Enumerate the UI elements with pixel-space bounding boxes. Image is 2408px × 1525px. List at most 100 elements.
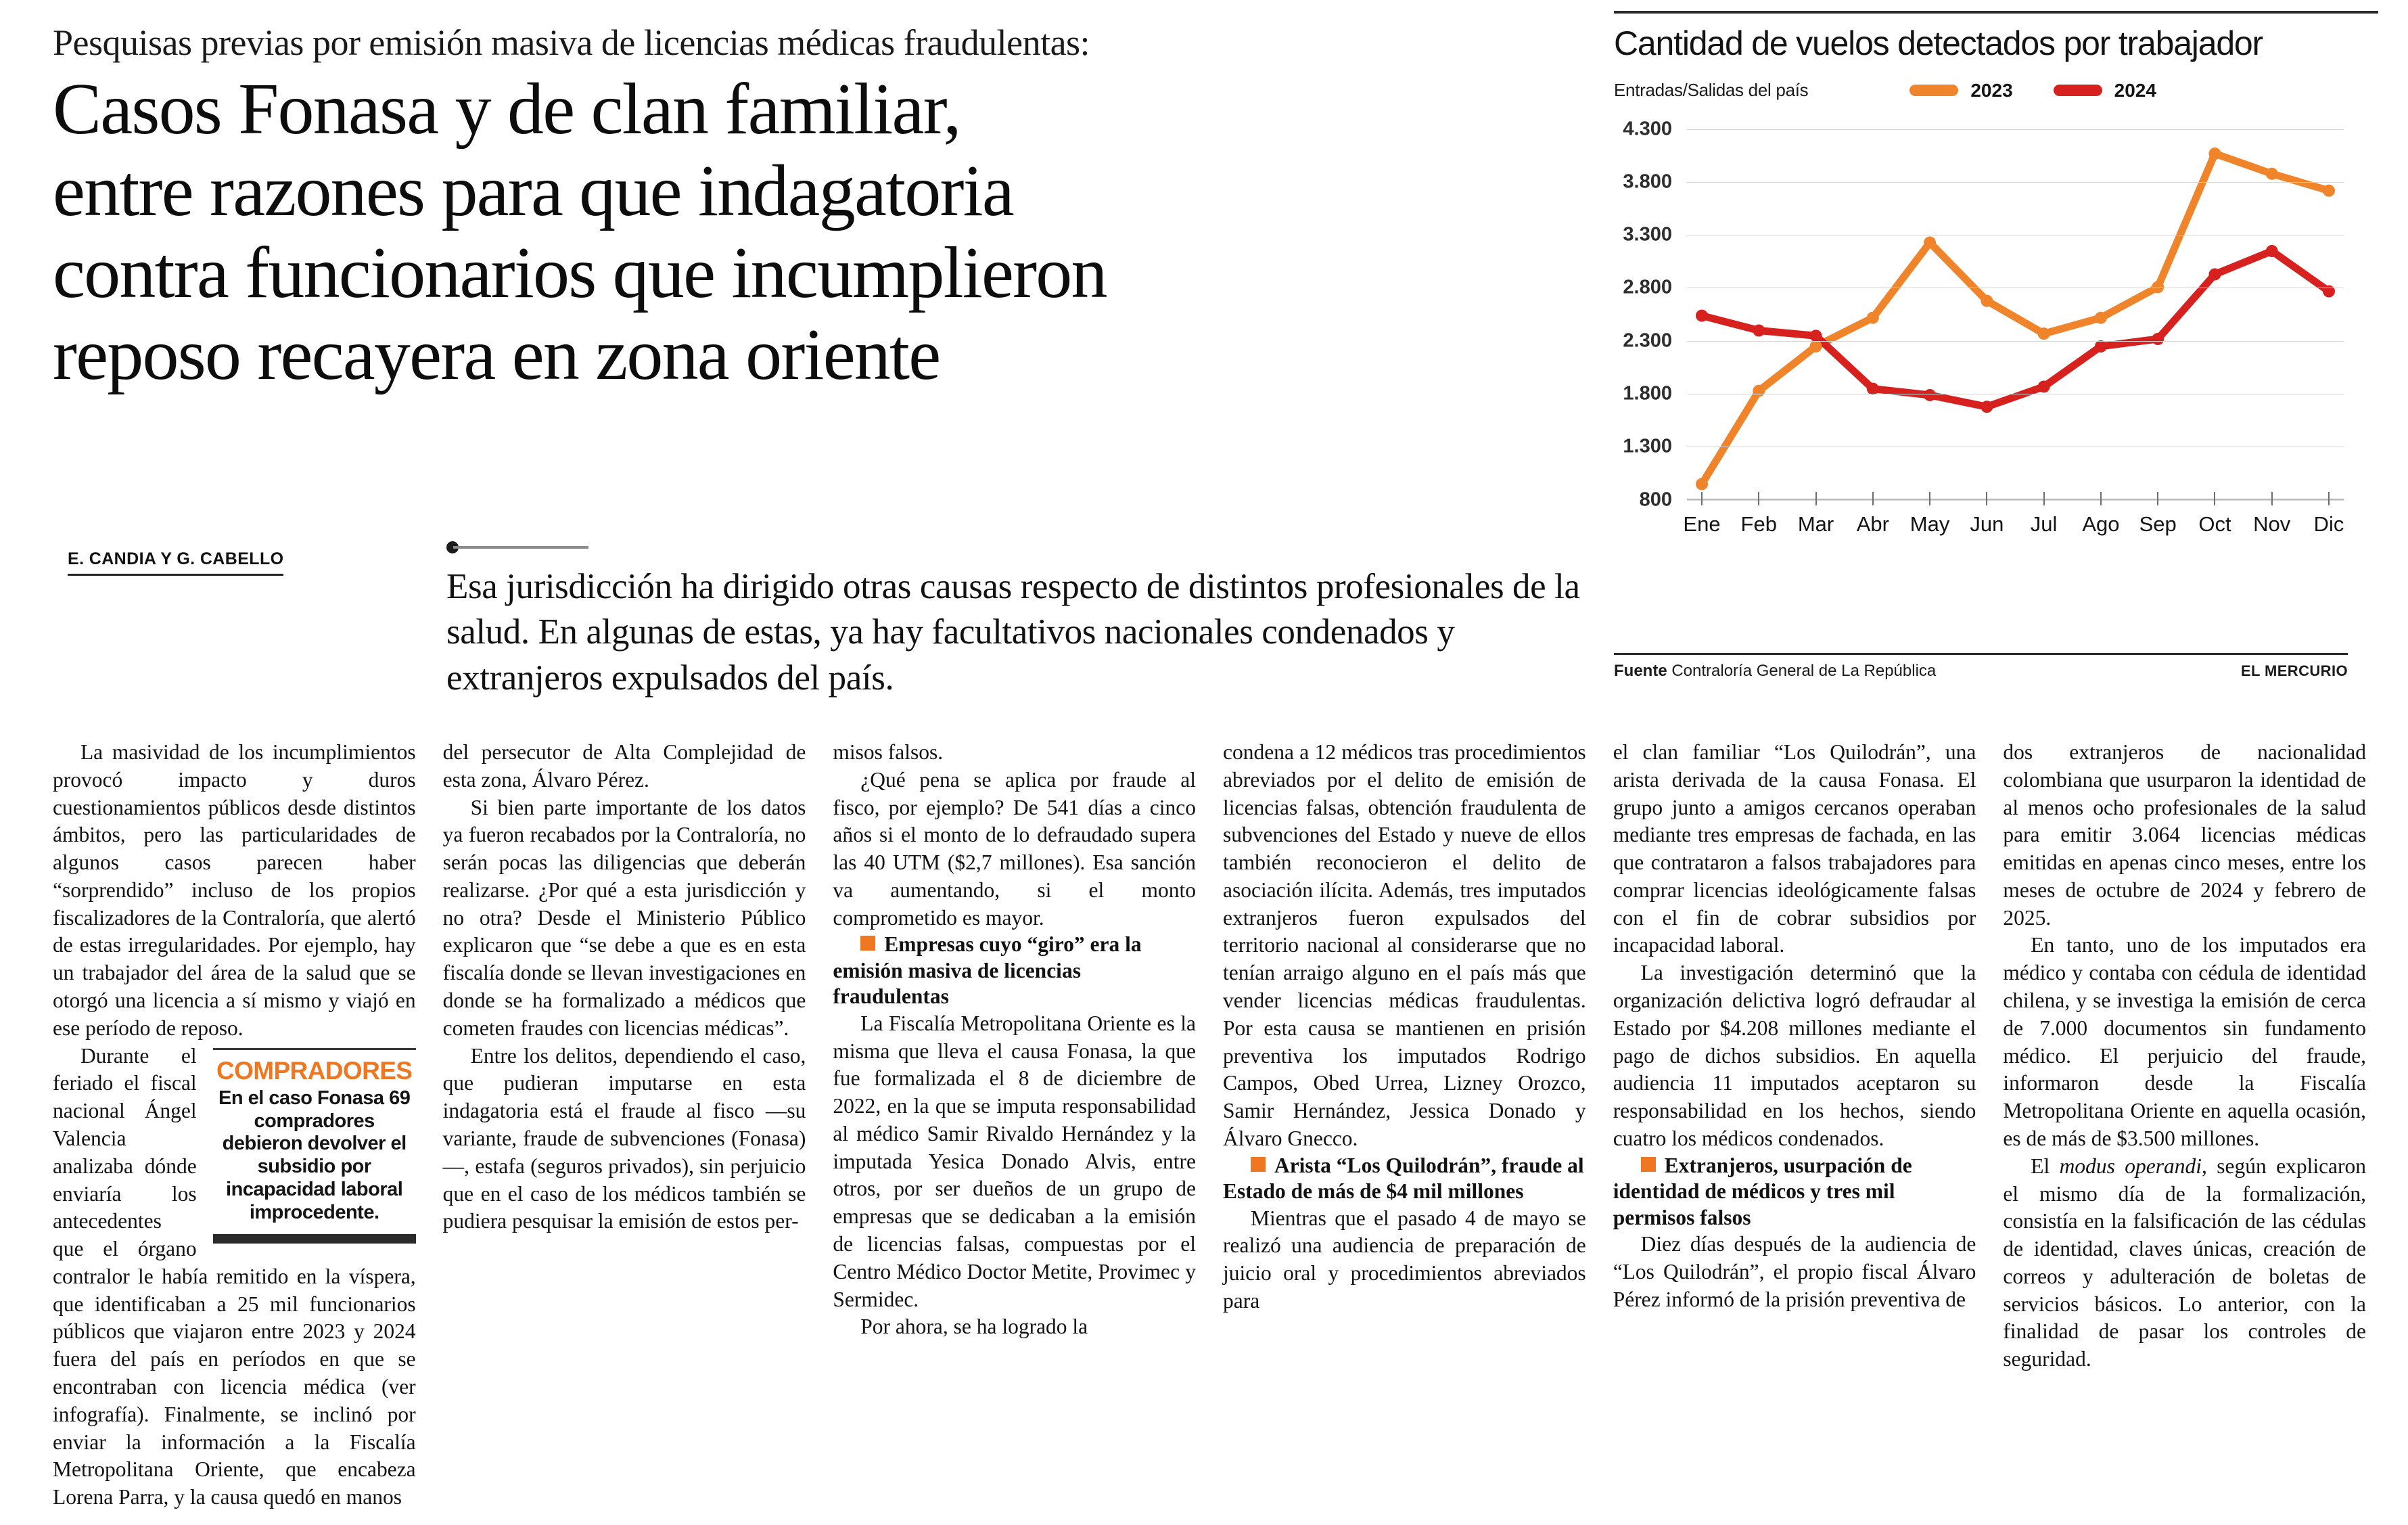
x-axis-line: [1687, 498, 2344, 500]
legend-swatch-2024: [2053, 85, 2102, 96]
plot-area: [1687, 129, 2344, 501]
x-axis-tick-label: Jul: [2030, 511, 2058, 536]
x-axis-ticks: [1687, 491, 2344, 505]
x-axis-tick: [2157, 491, 2159, 505]
legend-label-2024: 2024: [2114, 79, 2156, 101]
paragraph: La investigación determinó que la organi…: [1613, 961, 1976, 1150]
paragraph: Entre los delitos, dependiendo el caso, …: [442, 1043, 806, 1233]
section-subhead-text: Extranjeros, usurpación de identidad de …: [1613, 1153, 1912, 1229]
y-axis-tick-label: 4.300: [1623, 118, 1672, 139]
x-axis-tick: [2043, 491, 2045, 505]
latin-phrase: modus operandi: [2059, 1154, 2202, 1178]
pullquote-kicker: COMPRADORES: [216, 1056, 413, 1085]
body-columns: La masividad de los incumplimientos prov…: [53, 739, 2366, 1511]
x-axis-tick-label: Feb: [1740, 511, 1777, 536]
series-line-2024: [1702, 251, 2329, 407]
x-axis-tick-label: Ene: [1683, 511, 1721, 536]
data-point-2024-Mar: [1809, 329, 1822, 342]
paragraph: La masividad de los incumplimientos prov…: [53, 740, 416, 1040]
paragraph: En tanto, uno de los imputados era médic…: [2003, 933, 2367, 1150]
headline-block: Pesquisas previas por emisión masiva de …: [53, 23, 1575, 396]
gridline: [1687, 499, 2344, 501]
pullquote-compradores: COMPRADORES En el caso Fonasa 69 comprad…: [212, 1047, 416, 1244]
data-point-2023-Abr: [1866, 311, 1879, 324]
y-axis-labels: 800 1.300 1.800 2.300 2.800 3.300 3.800 4.300: [1614, 118, 1682, 510]
x-axis-tick-label: May: [1909, 511, 1950, 536]
section-subhead: Arista “Los Quilodrán”, fraude al Estado…: [1223, 1153, 1586, 1205]
paragraph: condena a 12 médicos tras procedimientos…: [1223, 740, 1586, 1150]
data-point-2024-Oct: [2208, 268, 2221, 281]
x-axis-tick-label: Mar: [1797, 511, 1834, 536]
bullet-dot-icon: [446, 541, 459, 553]
x-axis-tick: [2271, 491, 2273, 505]
paragraph-pre: El: [2031, 1154, 2060, 1178]
data-point-2024-Sep: [2152, 332, 2164, 345]
gridline: [1687, 181, 2344, 183]
y-axis-tick-label: 1.800: [1623, 382, 1672, 405]
deck-rule: [446, 541, 1596, 553]
paragraph: Si bien parte importante de los datos ya…: [442, 795, 806, 1040]
orange-square-icon: [1640, 1156, 1656, 1172]
x-axis-tick: [1929, 491, 1931, 505]
x-axis-tick: [1872, 491, 1874, 505]
legend-item-2024: 2024: [2053, 79, 2156, 101]
data-point-2023-Ene: [1696, 478, 1708, 491]
section-subhead-text: Empresas cuyo “giro” era la emisión masi…: [833, 932, 1142, 1009]
rule-line: [453, 546, 588, 549]
x-axis-tick-label: Sep: [2139, 511, 2177, 536]
x-axis-tick-label: Jun: [1970, 511, 2004, 536]
y-axis-tick-label: 800: [1639, 488, 1672, 510]
x-axis-tick: [2100, 491, 2102, 505]
column-4: condena a 12 médicos tras procedimientos…: [1223, 739, 1586, 1511]
data-point-2023-Mar: [1809, 340, 1822, 352]
paragraph: El modus operandi, según explicaron el m…: [2003, 1153, 2366, 1373]
chart-brand: EL MERCURIO: [2240, 662, 2348, 679]
x-axis-tick: [1986, 491, 1988, 505]
pullquote-rule: [212, 1234, 416, 1244]
chart-svg: [1696, 147, 2335, 491]
paragraph: Diez días después de la audiencia de “Lo…: [1613, 1231, 1976, 1311]
data-point-2023-Dic: [2323, 184, 2335, 197]
article-byline: E. CANDIA Y G. CABELLO: [68, 549, 284, 576]
gridline: [1687, 129, 2344, 130]
data-point-2023-Sep: [2152, 280, 2164, 293]
paragraph: dos extranjeros de nacionalidad colombia…: [2003, 740, 2367, 930]
data-point-2024-Jun: [1981, 400, 1993, 413]
data-point-2024-Abr: [1866, 382, 1879, 395]
orange-square-icon: [1250, 1156, 1266, 1172]
y-axis-tick-label: 2.800: [1623, 276, 1672, 298]
data-point-2023-Nov: [2265, 167, 2278, 180]
paragraph: el clan familiar “Los Quilodrán”, una ar…: [1613, 740, 1976, 957]
section-subhead: Empresas cuyo “giro” era la emisión masi…: [833, 932, 1196, 1009]
column-5: el clan familiar “Los Quilodrán”, una ar…: [1613, 739, 1976, 1511]
headline-line-1: Casos Fonasa y de clan familiar,: [53, 69, 962, 150]
chart-source-label: Fuente: [1614, 662, 1667, 680]
section-subhead-text: Arista “Los Quilodrán”, fraude al Estado…: [1223, 1153, 1584, 1204]
x-axis-tick-label: Ago: [2082, 511, 2120, 536]
data-point-2023-Oct: [2208, 147, 2221, 160]
paragraph: del persecutor de Alta Complejidad de es…: [442, 740, 806, 792]
data-point-2023-Feb: [1753, 384, 1765, 397]
chart-legend-row: Entradas/Salidas del país 2023 2024: [1614, 79, 2378, 102]
x-axis-tick: [1701, 491, 1703, 505]
chart-title: Cantidad de vuelos detectados por trabaj…: [1614, 24, 2263, 62]
y-axis-tick-label: 1.300: [1623, 435, 1672, 457]
headline-line-2: entre razones para que indagatoria: [53, 151, 1015, 232]
pullquote-text: En el caso Fonasa 69 compradores debiero…: [218, 1087, 411, 1224]
x-axis-tick-label: Abr: [1856, 511, 1889, 536]
chart-source-text: Contraloría General de La República: [1671, 662, 1937, 680]
article-deck: Esa jurisdicción ha dirigido otras causa…: [446, 567, 1580, 698]
column-1: La masividad de los incumplimientos prov…: [53, 739, 416, 1511]
headline-line-4: reposo recayera en zona oriente: [53, 315, 941, 396]
x-axis-tick-label: Dic: [2313, 511, 2344, 536]
data-point-2024-Dic: [2323, 285, 2335, 298]
x-axis-tick: [1815, 491, 1817, 505]
gridline: [1687, 340, 2344, 342]
data-point-2024-Jul: [2037, 380, 2050, 392]
y-axis-tick-label: 3.800: [1623, 170, 1672, 193]
column-6: dos extranjeros de nacionalidad colombia…: [2003, 739, 2366, 1511]
paragraph: misos falsos.: [833, 740, 944, 764]
x-axis-tick: [1758, 491, 1760, 505]
paragraph: La Fiscalía Metropolitana Oriente es la …: [833, 1011, 1197, 1311]
